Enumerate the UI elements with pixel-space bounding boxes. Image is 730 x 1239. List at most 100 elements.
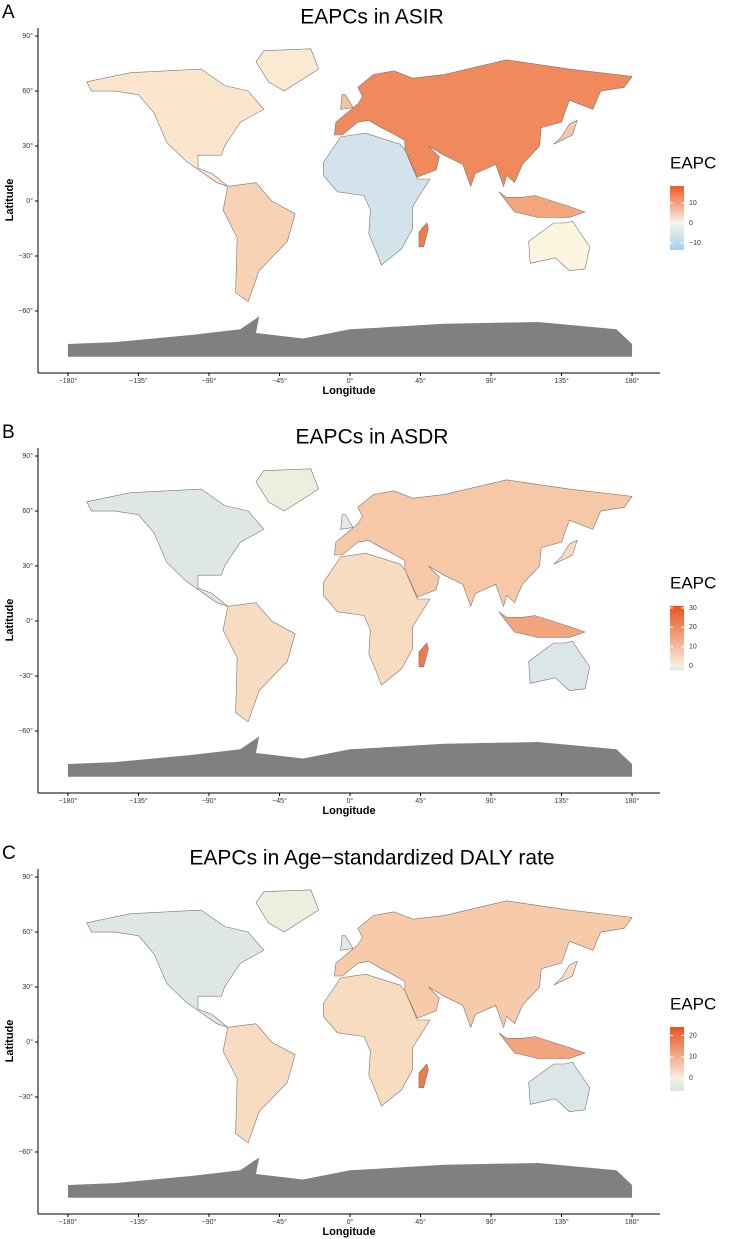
x-tick-label: 135° — [554, 1218, 569, 1226]
landmass — [255, 889, 320, 933]
landmass — [333, 479, 633, 608]
landmass — [418, 642, 429, 668]
landmass — [323, 973, 431, 1107]
x-axis-title: Longitude — [322, 1226, 375, 1238]
landmass — [323, 132, 431, 266]
landmass — [86, 488, 265, 607]
y-axis-title: Latitude — [4, 1020, 16, 1063]
y-tick-label: −30° — [18, 252, 33, 260]
y-tick-label: 60° — [22, 507, 33, 515]
landmass — [340, 514, 354, 530]
landmass — [553, 119, 578, 145]
y-tick-label: 0° — [26, 197, 33, 205]
x-tick-label: 135° — [554, 377, 569, 385]
x-tick-label: 0° — [347, 377, 354, 385]
landmass — [498, 611, 586, 638]
legend-title: EAPC — [670, 994, 716, 1013]
y-axis-title: Latitude — [4, 179, 16, 222]
x-tick-label: 180° — [625, 797, 640, 805]
land — [67, 468, 633, 777]
y-tick-label: 90° — [22, 873, 33, 881]
landmass — [333, 900, 633, 1029]
landmass — [323, 552, 431, 686]
legend-colorbar — [670, 186, 684, 250]
landmass — [222, 602, 296, 723]
x-tick-label: −45° — [272, 377, 287, 385]
x-tick-label: 90° — [486, 1218, 497, 1226]
legend-tick-label: −10 — [689, 240, 701, 247]
landmass — [340, 94, 354, 110]
panel-label: A — [2, 2, 15, 23]
x-tick-label: −90° — [202, 797, 217, 805]
landmass — [340, 935, 354, 951]
legend-tick-label: 0 — [689, 1075, 693, 1082]
legend-tick-label: 30 — [689, 605, 697, 612]
x-tick-label: −180° — [59, 377, 78, 385]
legend-colorbar — [670, 1027, 684, 1091]
y-tick-label: 0° — [26, 1038, 33, 1046]
x-tick-label: 90° — [486, 797, 497, 805]
y-tick-label: 30° — [22, 142, 33, 150]
legend-tick-label: 10 — [689, 1054, 697, 1061]
x-tick-label: 180° — [625, 377, 640, 385]
landmass — [222, 182, 296, 303]
legend-tick-label: 0 — [689, 663, 693, 670]
x-tick-label: −180° — [59, 797, 78, 805]
landmass — [86, 68, 265, 187]
x-tick-label: 180° — [625, 1218, 640, 1226]
y-tick-label: 60° — [22, 928, 33, 936]
y-tick-label: 30° — [22, 562, 33, 570]
y-tick-label: 60° — [22, 87, 33, 95]
map-panel: A EAPCs in ASIR −180° −135° −90° −45° 0° 45° 90°… — [2, 2, 716, 397]
x-tick-label: −135° — [129, 377, 148, 385]
landmass — [67, 1157, 633, 1198]
y-tick-label: 90° — [22, 452, 33, 460]
x-tick-label: −180° — [59, 1218, 78, 1226]
y-tick-label: −30° — [18, 1093, 33, 1101]
y-axis-title: Latitude — [4, 599, 16, 642]
landmass — [418, 222, 429, 248]
legend-colorbar — [670, 606, 684, 670]
x-tick-label: 0° — [347, 797, 354, 805]
landmass — [553, 960, 578, 986]
legend-tick-label: 10 — [689, 644, 697, 651]
landmass — [418, 1063, 429, 1089]
x-tick-label: −45° — [272, 797, 287, 805]
legend-tick-label: 0 — [689, 220, 693, 227]
landmass — [553, 539, 578, 565]
x-tick-label: −135° — [129, 797, 148, 805]
landmass — [86, 909, 265, 1028]
x-tick-label: 45° — [415, 1218, 426, 1226]
y-tick-label: −60° — [18, 307, 33, 315]
x-tick-label: 135° — [554, 797, 569, 805]
landmass — [67, 316, 633, 357]
legend-title: EAPC — [670, 573, 716, 592]
landmass — [255, 468, 320, 512]
x-tick-label: −90° — [202, 377, 217, 385]
legend-tick-label: 10 — [689, 200, 697, 207]
landmass — [333, 59, 633, 188]
map-title: EAPCs in ASIR — [300, 6, 444, 29]
map-panel: C EAPCs in Age−standardized DALY rate −180… — [2, 843, 716, 1238]
panel-label: C — [2, 843, 16, 864]
land — [67, 889, 633, 1198]
y-tick-label: −60° — [18, 1148, 33, 1156]
landmass — [67, 736, 633, 777]
y-tick-label: 0° — [26, 617, 33, 625]
x-tick-label: 45° — [415, 797, 426, 805]
legend-title: EAPC — [670, 153, 716, 172]
x-axis-title: Longitude — [322, 805, 375, 817]
landmass — [498, 191, 586, 218]
land — [67, 48, 633, 357]
landmass — [498, 1032, 586, 1059]
landmass — [222, 1023, 296, 1144]
landmass — [528, 640, 591, 691]
map-title: EAPCs in Age−standardized DALY rate — [189, 847, 554, 870]
legend-tick-label: 20 — [689, 624, 697, 631]
y-tick-label: 90° — [22, 32, 33, 40]
y-tick-label: −30° — [18, 672, 33, 680]
map-title: EAPCs in ASDR — [296, 426, 449, 449]
x-axis-title: Longitude — [322, 385, 375, 397]
